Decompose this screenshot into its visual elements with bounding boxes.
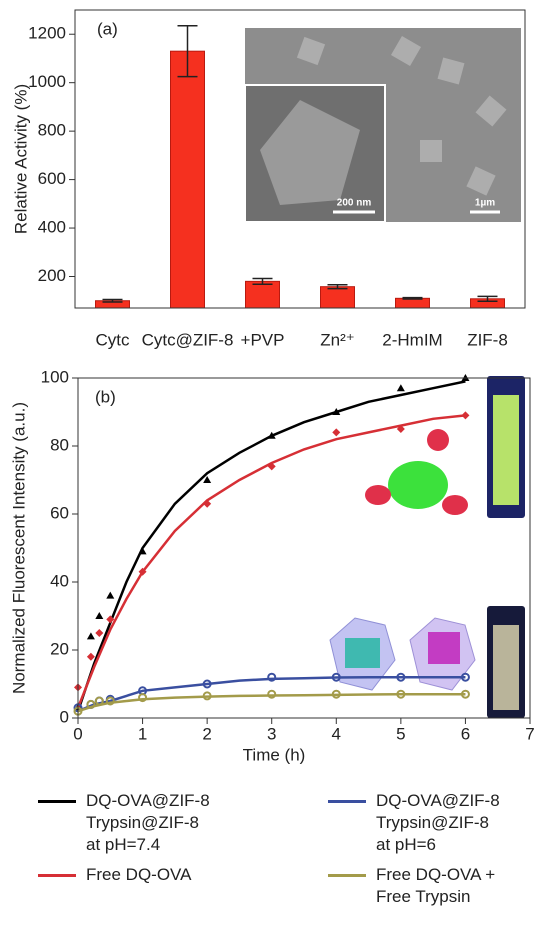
x-tick-label: 0 [73, 724, 82, 743]
legend-item: DQ-OVA@ZIF-8 Trypsin@ZIF-8 at pH=6 [328, 790, 536, 856]
y-tick-label: 1000 [28, 72, 66, 91]
x-tick-label: 2-HmIM [382, 330, 442, 349]
marker [203, 500, 211, 508]
legend: DQ-OVA@ZIF-8 Trypsin@ZIF-8 at pH=7.4 Free… [0, 780, 536, 908]
legend-label: Free DQ-OVA [86, 864, 191, 886]
marker [106, 592, 114, 599]
page: 20040060080010001200CytcCytc@ZIF-8+PVPZn… [0, 0, 536, 926]
y-tick-label: 0 [60, 707, 69, 726]
legend-swatch [38, 874, 76, 877]
x-tick-label: ZIF-8 [467, 330, 508, 349]
marker [87, 653, 95, 661]
y-tick-label: 100 [41, 367, 69, 386]
x-tick-label: 3 [267, 724, 276, 743]
y-tick-label: 800 [38, 121, 66, 140]
marker [461, 411, 469, 419]
legend-label: DQ-OVA@ZIF-8 Trypsin@ZIF-8 at pH=6 [376, 790, 500, 856]
x-tick-label: Cytc@ZIF-8 [142, 330, 234, 349]
legend-swatch [38, 800, 76, 803]
bar [246, 281, 280, 308]
x-tick-label: 4 [332, 724, 341, 743]
x-tick-label: Zn²⁺ [320, 330, 354, 349]
x-tick-label: 1 [138, 724, 147, 743]
protein-render [442, 495, 468, 515]
cuvette-liquid [493, 395, 519, 505]
marker [332, 428, 340, 436]
y-tick-label: 400 [38, 218, 66, 237]
x-tick-label: Cytc [96, 330, 131, 349]
x-tick-label: 5 [396, 724, 405, 743]
y-tick-label: 20 [50, 639, 69, 658]
cuvette-liquid [493, 625, 519, 710]
legend-item: DQ-OVA@ZIF-8 Trypsin@ZIF-8 at pH=7.4 [38, 790, 328, 856]
protein-render [345, 638, 380, 668]
x-tick-label: 2 [202, 724, 211, 743]
x-axis-label: Time (h) [243, 745, 306, 764]
legend-item: Free DQ-OVA [38, 864, 328, 908]
panel-label: (a) [97, 19, 118, 38]
bar [171, 51, 205, 308]
legend-swatch [328, 800, 366, 803]
legend-swatch [328, 874, 366, 877]
marker [87, 632, 95, 639]
marker [95, 612, 103, 619]
y-tick-label: 40 [50, 571, 69, 590]
panel-label: (b) [95, 387, 116, 406]
protein-render [365, 485, 391, 505]
y-tick-label: 1200 [28, 24, 66, 43]
bar [321, 287, 355, 308]
y-tick-label: 60 [50, 503, 69, 522]
y-tick-label: 600 [38, 169, 66, 188]
protein-render [388, 461, 448, 509]
y-axis-label: Normalized Fluorescent Intensity (a.u.) [9, 402, 28, 694]
marker [95, 629, 103, 637]
legend-label: DQ-OVA@ZIF-8 Trypsin@ZIF-8 at pH=7.4 [86, 790, 210, 856]
protein-render [427, 429, 449, 451]
x-tick-label: 7 [525, 724, 534, 743]
y-tick-label: 200 [38, 266, 66, 285]
marker [397, 384, 405, 391]
y-tick-label: 80 [50, 435, 69, 454]
fit-line [78, 381, 465, 711]
marker [139, 547, 147, 554]
scale-label: 200 nm [337, 198, 372, 209]
protein-render [428, 632, 460, 664]
legend-item: Free DQ-OVA + Free Trypsin [328, 864, 536, 908]
y-axis-label: Relative Activity (%) [11, 84, 30, 234]
x-tick-label: 6 [461, 724, 470, 743]
scale-label: 1µm [475, 198, 495, 209]
legend-label: Free DQ-OVA + Free Trypsin [376, 864, 495, 908]
x-tick-label: +PVP [241, 330, 285, 349]
